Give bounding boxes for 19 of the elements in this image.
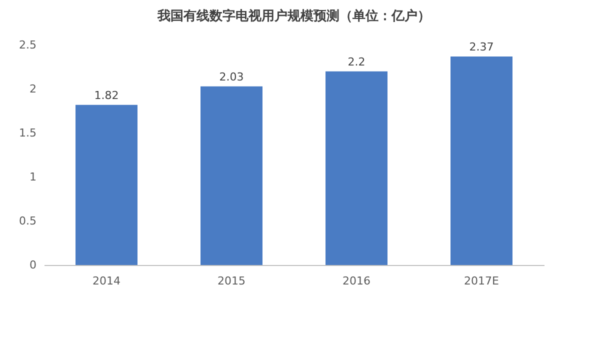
y-tick-label: 1 — [30, 170, 36, 184]
chart-title: 我国有线数字电视用户规模预测（单位：亿户） — [156, 8, 430, 24]
data-label: 2.03 — [219, 70, 244, 84]
x-tick-label: 2017E — [464, 274, 500, 288]
data-label: 1.82 — [94, 88, 119, 102]
bar — [326, 71, 388, 265]
y-tick-label: 0.5 — [19, 214, 36, 228]
data-label: 2.2 — [348, 55, 366, 68]
y-tick-label: 1.5 — [19, 126, 36, 140]
data-label: 2.37 — [469, 40, 494, 54]
bar — [76, 104, 138, 265]
bar — [450, 56, 512, 265]
x-tick-label: 2015 — [218, 274, 246, 288]
x-tick-label: 2016 — [342, 274, 370, 288]
y-tick-label: 2 — [30, 82, 36, 96]
y-tick-label: 0 — [30, 258, 36, 272]
y-tick-label: 2.5 — [19, 38, 36, 52]
x-tick-label: 2014 — [92, 274, 120, 288]
bar — [200, 86, 262, 265]
